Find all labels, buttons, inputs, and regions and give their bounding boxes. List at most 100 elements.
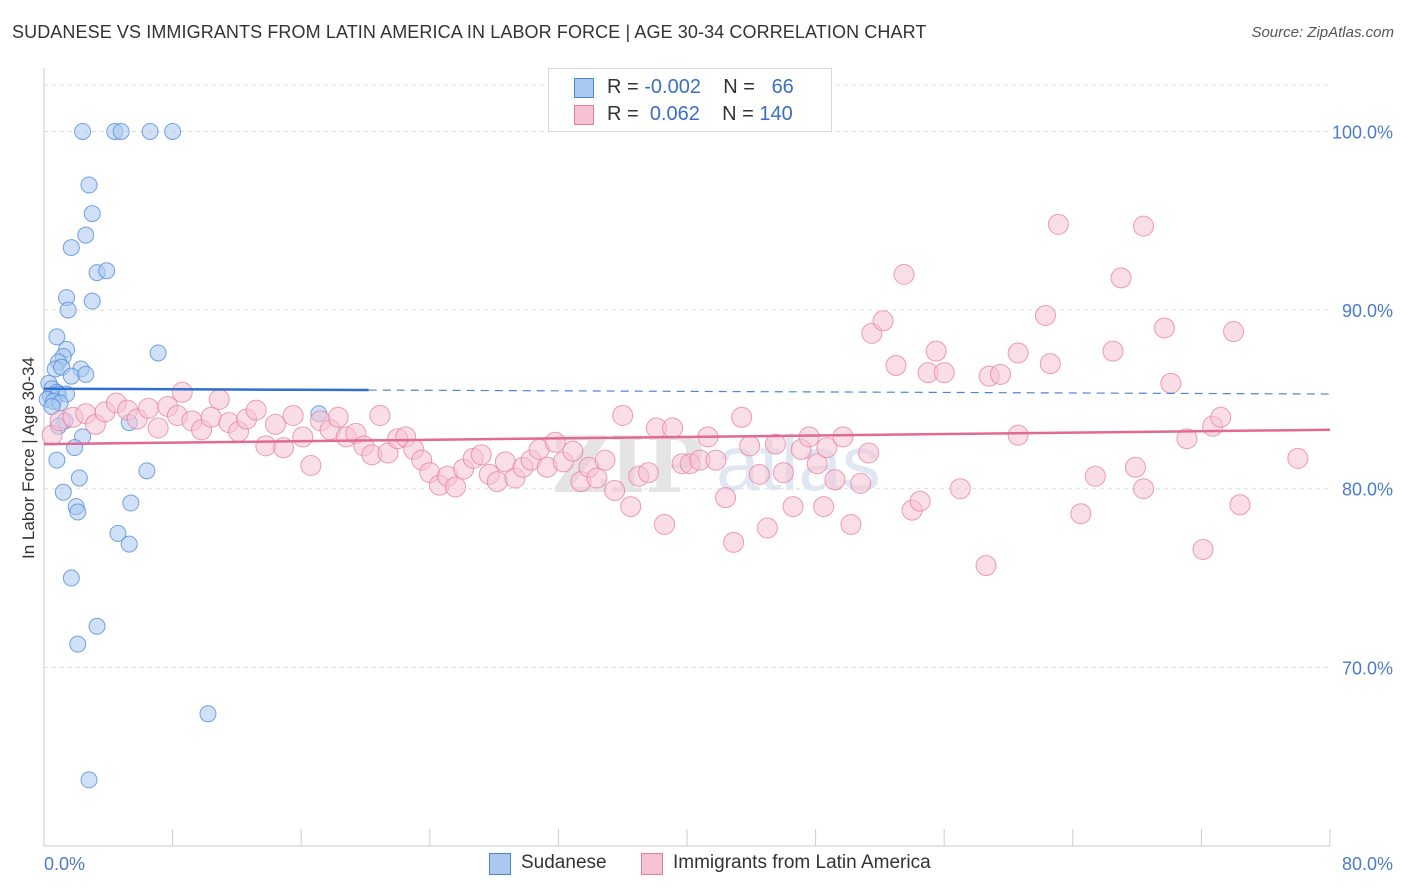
x-tick-label-min: 0.0% xyxy=(44,854,85,874)
x-tick-label-max: 80.0% xyxy=(1342,854,1393,874)
chart-source: Source: ZipAtlas.com xyxy=(1251,24,1394,41)
scatter-point xyxy=(147,417,169,439)
scatter-point xyxy=(62,239,80,257)
scatter-point xyxy=(112,122,130,140)
scatter-point xyxy=(486,471,508,493)
scatter-point xyxy=(77,365,95,383)
scatter-point xyxy=(1133,215,1155,237)
scatter-point xyxy=(594,449,616,471)
y-tick-labels: 70.0% 80.0% 90.0% 100.0% xyxy=(1332,122,1393,678)
legend-swatch-latin-america xyxy=(641,853,663,875)
scatter-point xyxy=(138,462,156,480)
scatter-point xyxy=(1176,428,1198,450)
scatter-point xyxy=(292,426,314,448)
scatter-point xyxy=(885,354,907,376)
scatter-point xyxy=(925,340,947,362)
scatter-point xyxy=(562,440,584,462)
scatter-point xyxy=(806,453,828,475)
latin-america-points xyxy=(41,213,1309,577)
scatter-point xyxy=(54,483,72,501)
legend-row-latin-america: R = 0.062 N = 140 xyxy=(574,103,793,127)
scatter-point xyxy=(264,413,286,435)
scatter-point xyxy=(858,442,880,464)
scatter-point xyxy=(1039,353,1061,375)
scatter-point xyxy=(141,122,159,140)
legend-swatch-sudanese xyxy=(489,853,511,875)
scatter-point xyxy=(1124,456,1146,478)
scatter-point xyxy=(840,513,862,535)
scatter-point xyxy=(850,472,872,494)
scatter-point xyxy=(748,463,770,485)
scatter-point xyxy=(1229,494,1251,516)
scatter-point xyxy=(369,404,391,426)
scatter-point xyxy=(949,478,971,500)
legend-r-label: R = xyxy=(607,103,639,125)
y-tick-label: 80.0% xyxy=(1342,480,1393,500)
y-tick-label: 100.0% xyxy=(1332,122,1393,142)
series-legend: Sudanese Immigrants from Latin America xyxy=(0,852,1406,878)
scatter-point xyxy=(199,705,217,723)
scatter-point xyxy=(1007,342,1029,364)
scatter-point xyxy=(764,433,786,455)
scatter-point xyxy=(83,292,101,310)
scatter-point xyxy=(604,480,626,502)
scatter-point xyxy=(637,462,659,484)
scatter-point xyxy=(109,524,127,542)
scatter-point xyxy=(137,397,159,419)
legend-r-value: -0.002 xyxy=(644,76,701,98)
scatter-point xyxy=(1102,340,1124,362)
latin-america-trend-line xyxy=(43,428,1331,446)
scatter-point xyxy=(723,531,745,553)
legend-swatch-blue xyxy=(574,78,594,98)
scatter-point xyxy=(88,617,106,635)
scatter-point xyxy=(893,263,915,285)
scatter-point xyxy=(1153,317,1175,339)
scatter-point xyxy=(62,569,80,587)
scatter-point xyxy=(120,535,138,553)
legend-n-label: N = xyxy=(723,76,755,98)
legend-label-latin-america: Immigrants from Latin America xyxy=(673,852,931,873)
scatter-point xyxy=(445,476,467,498)
scatter-point xyxy=(164,122,182,140)
scatter-point xyxy=(208,388,230,410)
x-ticks xyxy=(172,829,1331,846)
scatter-point xyxy=(1084,465,1106,487)
trend-lines xyxy=(43,387,1331,446)
scatter-point xyxy=(653,513,675,535)
scatter-point xyxy=(80,176,98,194)
scatter-point xyxy=(245,399,267,421)
scatter-point xyxy=(975,555,997,577)
scatter-point xyxy=(1160,372,1182,394)
scatter-point xyxy=(933,362,955,384)
sudanese-trend-extension xyxy=(368,389,1331,395)
scatter-point xyxy=(989,363,1011,385)
scatter-point xyxy=(200,406,222,428)
scatter-point xyxy=(544,431,566,453)
scatter-point xyxy=(586,467,608,489)
scatter-point xyxy=(782,496,804,518)
legend-label-sudanese: Sudanese xyxy=(521,852,607,873)
scatter-point xyxy=(282,404,304,426)
legend-n-value: 66 xyxy=(771,76,794,98)
scatter-point xyxy=(66,439,84,457)
scatter-point xyxy=(59,301,77,319)
gridlines xyxy=(44,84,1330,668)
scatter-point xyxy=(69,503,87,521)
y-tick-label: 70.0% xyxy=(1342,658,1393,678)
scatter-point xyxy=(705,449,727,471)
scatter-point xyxy=(300,455,322,477)
scatter-point xyxy=(1047,213,1069,235)
scatter-point xyxy=(756,517,778,539)
scatter-point xyxy=(832,426,854,448)
scatter-point xyxy=(612,404,634,426)
scatter-point xyxy=(1223,321,1245,343)
scatter-point xyxy=(1133,478,1155,500)
chart-title: SUDANESE VS IMMIGRANTS FROM LATIN AMERIC… xyxy=(12,22,927,42)
watermark-atlas: atlas xyxy=(716,419,881,507)
scatter-point xyxy=(813,496,835,518)
scatter-point xyxy=(816,437,838,459)
legend-r-value: 0.062 xyxy=(649,103,700,125)
legend-n-value: 140 xyxy=(759,103,793,125)
scatter-point xyxy=(470,444,492,466)
legend-r-label: R = xyxy=(607,76,639,98)
